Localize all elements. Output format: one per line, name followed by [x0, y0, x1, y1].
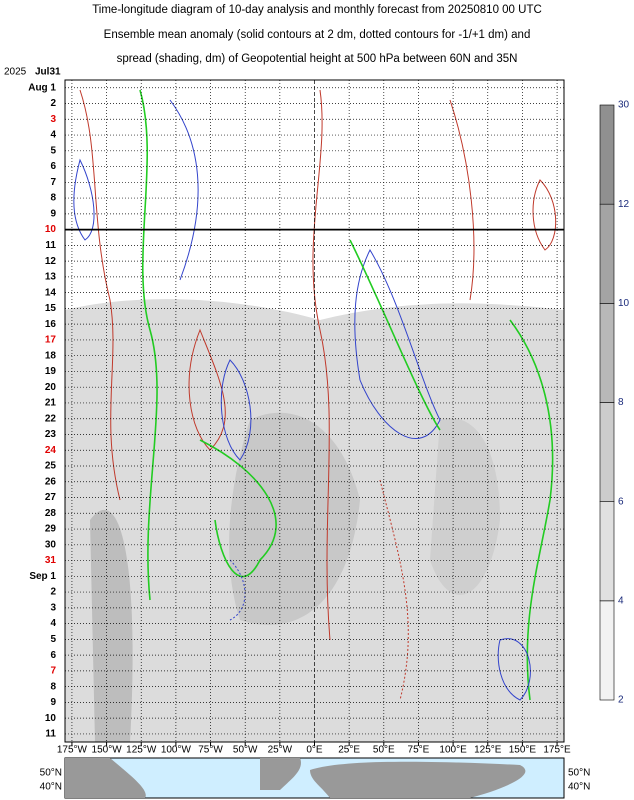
- colorbar-label: 10: [618, 298, 630, 309]
- colorbar-label: 6: [618, 496, 624, 507]
- title-line: Ensemble mean anomaly (solid contours at…: [104, 29, 531, 41]
- date-label: 9: [50, 697, 56, 708]
- date-label: 13: [45, 272, 57, 283]
- colorbar-label: 2: [618, 695, 624, 706]
- x-tick-label: 75°E: [408, 745, 430, 756]
- x-tick-label: 50°W: [233, 745, 258, 756]
- colorbar-cell: [599, 203, 615, 304]
- date-label: 31: [45, 555, 57, 566]
- date-label: 7: [50, 177, 56, 188]
- map-lat-label: 40°N: [568, 782, 590, 793]
- date-label: 18: [45, 350, 57, 361]
- colorbar-cell: [599, 600, 615, 701]
- title-line: Time-longitude diagram of 10-day analysi…: [92, 4, 542, 16]
- map-lat-label: 50°N: [568, 768, 590, 779]
- date-label: 15: [45, 303, 57, 314]
- date-label: 27: [45, 492, 57, 503]
- date-label: Aug 1: [28, 82, 56, 93]
- x-tick-label: 100°E: [439, 745, 467, 756]
- date-label: 3: [50, 114, 56, 125]
- date-label: 8: [50, 193, 56, 204]
- date-label: 16: [45, 319, 57, 330]
- x-tick-label: 100°W: [161, 745, 192, 756]
- date-label: 5: [50, 145, 56, 156]
- colorbar-label: 4: [618, 595, 624, 606]
- x-tick-label: 150°E: [509, 745, 537, 756]
- x-tick-label: 175°W: [57, 745, 88, 756]
- date-label: 2: [50, 587, 56, 598]
- x-tick-label: 25°E: [338, 745, 360, 756]
- date-label: 6: [50, 650, 56, 661]
- colorbar-cell: [599, 402, 615, 502]
- date-label: 25: [45, 461, 57, 472]
- x-tick-label: 125°W: [126, 745, 157, 756]
- date-label: 11: [45, 240, 56, 251]
- map-strip: [64, 757, 565, 799]
- colorbar-cell: [599, 303, 615, 403]
- date-label: 12: [45, 256, 57, 267]
- date-label: 8: [50, 681, 56, 692]
- date-label: 10: [45, 713, 57, 724]
- x-tick-label: 125°E: [474, 745, 502, 756]
- date-label: 28: [45, 508, 57, 519]
- x-tick-label: 75°W: [198, 745, 223, 756]
- colorbar-cell: [599, 104, 615, 205]
- date-label: Jul31: [35, 67, 61, 78]
- year-label: 2025: [4, 67, 27, 78]
- colorbar-label: 30: [618, 100, 630, 111]
- date-label: 11: [45, 729, 56, 740]
- date-label: 19: [45, 366, 57, 377]
- date-label: 24: [45, 445, 57, 456]
- date-label: 22: [45, 413, 57, 424]
- date-label: 14: [45, 287, 57, 298]
- date-label: 9: [50, 208, 56, 219]
- date-label: 17: [45, 335, 57, 346]
- date-label: Sep 1: [29, 571, 56, 582]
- x-tick-label: 25°W: [268, 745, 293, 756]
- colorbar-cell: [599, 501, 615, 602]
- x-tick-label: 150°W: [92, 745, 123, 756]
- date-label: 4: [50, 618, 56, 629]
- date-label: 20: [45, 382, 57, 393]
- x-tick-label: 50°E: [373, 745, 395, 756]
- x-tick-label: 175°E: [543, 745, 571, 756]
- date-label: 7: [50, 666, 56, 677]
- plot-frame: [64, 79, 565, 743]
- x-tick-label: 0°E: [306, 745, 323, 756]
- date-label: 6: [50, 161, 56, 172]
- title-line: spread (shading, dm) of Geopotential hei…: [117, 53, 518, 65]
- date-label: 10: [45, 224, 57, 235]
- date-label: 3: [50, 602, 56, 613]
- date-label: 23: [45, 429, 57, 440]
- date-label: 26: [45, 476, 57, 487]
- colorbar-label: 8: [618, 397, 624, 408]
- date-label: 2: [50, 98, 56, 109]
- map-lat-label: 40°N: [40, 782, 62, 793]
- colorbar-label: 12: [618, 199, 630, 210]
- date-label: 5: [50, 634, 56, 645]
- date-label: 4: [50, 130, 56, 141]
- date-label: 29: [45, 524, 57, 535]
- date-label: 21: [45, 398, 57, 409]
- date-label: 30: [45, 539, 57, 550]
- map-lat-label: 50°N: [40, 768, 62, 779]
